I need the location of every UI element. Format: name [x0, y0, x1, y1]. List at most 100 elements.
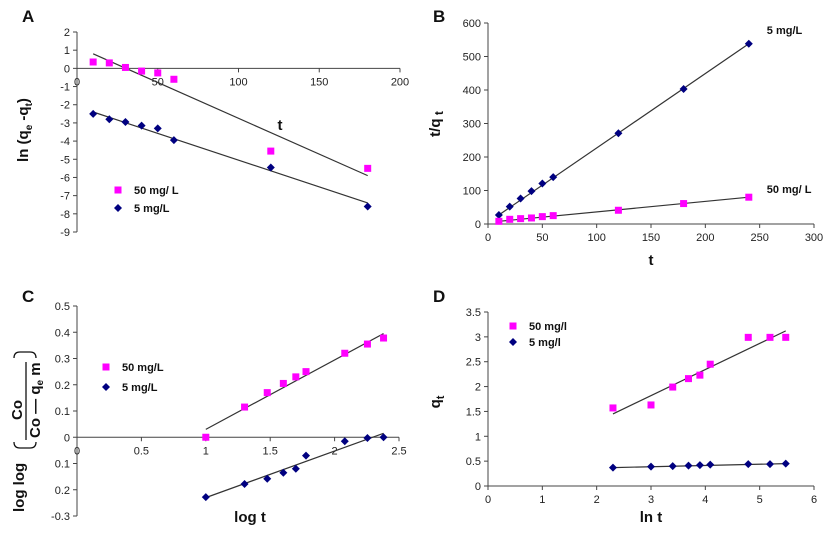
data-point: [263, 474, 272, 483]
y-tick-label: -2: [60, 100, 70, 112]
x-tick-label: 150: [642, 232, 660, 244]
x-axis-label: t: [649, 252, 654, 269]
x-tick-label: 100: [229, 76, 247, 88]
x-tick-label: 0: [485, 494, 491, 506]
panel-b: B 0 100 200 300 400 500 600 0 50 100 150 200 250 300 t t…: [427, 7, 823, 269]
legend-label: 50 mg/L: [122, 362, 164, 374]
data-point: [668, 462, 677, 471]
data-point: [279, 468, 288, 477]
y-axis-label: t/q t: [427, 111, 446, 137]
x-tick-label: 50: [536, 232, 548, 244]
panel-label: B: [433, 7, 445, 26]
data-point: [527, 214, 535, 222]
x-axis-label: log t: [234, 509, 266, 526]
y-tick-label: 0: [475, 481, 481, 493]
y-tick-label: -7: [60, 191, 70, 203]
x-tick-label: 1: [539, 494, 545, 506]
y-tick-label: 0.5: [55, 301, 70, 313]
y-tick-label: 3.5: [466, 307, 481, 319]
panel-label: D: [433, 287, 445, 306]
legend-label: 5 mg/l: [529, 337, 561, 349]
left-brace: [13, 441, 37, 449]
data-point: [647, 462, 655, 471]
data-point: [121, 63, 129, 71]
data-point: [494, 210, 503, 219]
y-tick-label: 0.2: [55, 485, 70, 497]
data-point: [766, 333, 774, 341]
data-point: [549, 212, 557, 220]
x-tick-label: 3: [648, 494, 654, 506]
data-point: [609, 404, 617, 412]
x-tick-label: 200: [696, 232, 714, 244]
x-tick-label: 2.5: [391, 445, 406, 457]
y-tick-label: 0: [64, 432, 70, 444]
y-tick-label: 200: [463, 152, 481, 164]
y-tick-label: 500: [463, 52, 481, 64]
x-axis-label: ln t: [640, 509, 663, 526]
series-label: 50 mg/ L: [767, 184, 812, 196]
x-tick-label: 0: [74, 76, 80, 88]
data-point: [538, 179, 547, 188]
y-tick-label: -0.3: [51, 511, 70, 523]
data-point: [240, 479, 249, 488]
data-point: [89, 58, 97, 66]
data-point: [527, 187, 536, 196]
y-tick-label: -1: [60, 82, 70, 94]
y-tick-label: 600: [463, 18, 481, 30]
data-point: [669, 383, 677, 391]
data-point: [170, 75, 178, 83]
x-tick-label: 200: [391, 76, 409, 88]
y-tick-label: 0.5: [466, 456, 481, 468]
data-point: [647, 401, 655, 409]
data-point: [506, 215, 514, 223]
y-tick-label: 100: [463, 186, 481, 198]
data-point: [538, 213, 546, 221]
data-point: [121, 118, 130, 126]
data-point: [706, 360, 714, 368]
data-point: [614, 206, 622, 214]
data-point: [263, 389, 271, 397]
data-point: [679, 84, 688, 93]
fit-line: [205, 432, 384, 499]
y-tick-label: 300: [463, 119, 481, 131]
y-axis-label-denominator: Co — qe m: [27, 362, 46, 438]
data-point: [302, 368, 310, 376]
x-tick-label: 250: [750, 232, 768, 244]
y-tick-label: 1: [475, 431, 481, 443]
data-point: [153, 124, 162, 133]
data-point: [549, 173, 558, 182]
data-point: [363, 340, 371, 348]
data-point: [169, 136, 178, 145]
y-tick-label: 3: [475, 332, 481, 344]
fit-line: [92, 111, 368, 204]
x-tick-label: 4: [702, 494, 708, 506]
data-point: [241, 403, 249, 411]
data-point: [608, 463, 617, 472]
y-tick-label: 0.2: [55, 380, 70, 392]
data-point: [782, 333, 790, 341]
y-tick-label: 1.5: [466, 406, 481, 418]
data-point: [684, 375, 692, 383]
data-point: [495, 217, 503, 225]
data-point: [379, 433, 388, 442]
panel-label: C: [22, 287, 34, 306]
data-point: [364, 164, 372, 172]
x-tick-label: 0: [485, 232, 491, 244]
panel-label: A: [22, 7, 34, 26]
y-tick-label: 2.5: [466, 357, 481, 369]
x-tick-label: 0.5: [134, 445, 149, 457]
data-point: [105, 59, 113, 67]
data-point: [765, 460, 774, 469]
y-tick-label: -4: [60, 136, 70, 148]
y-axis-label: qt: [427, 395, 447, 408]
fit-line: [498, 196, 749, 222]
data-point: [505, 202, 514, 211]
legend-marker: [114, 204, 122, 212]
panel-d: D 0 0.5 1 1.5 2 2.5 3 3.5 0 1 2 3 4 5 6 ln t qt 50 mg/l 5 m…: [427, 287, 817, 526]
y-tick-label: -6: [60, 172, 70, 184]
data-point: [781, 459, 790, 468]
y-tick-label: 1: [64, 45, 70, 57]
y-tick-label: 0.1: [55, 459, 70, 471]
